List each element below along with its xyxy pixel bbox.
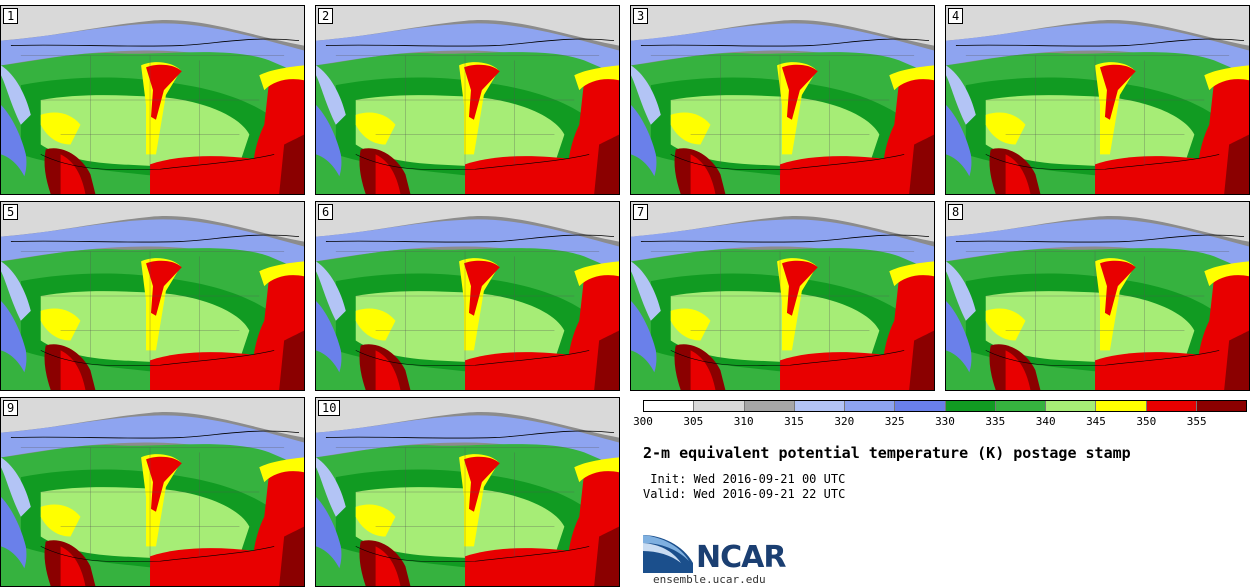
colorbar-tick-label: 335 <box>985 415 1006 428</box>
ncar-logo-icon <box>643 535 693 573</box>
colorbar-tick-label: 300 <box>633 415 653 428</box>
map-panel: 4 <box>945 5 1250 195</box>
map-icon <box>631 6 934 194</box>
panel-number: 8 <box>948 204 964 220</box>
ncar-logo-text: NCAR <box>696 540 786 575</box>
map-panel: 5 <box>0 201 305 391</box>
map-icon <box>316 202 619 390</box>
colorbar-segment <box>1095 401 1146 411</box>
map-icon <box>1 398 304 586</box>
panel-number: 3 <box>633 8 649 24</box>
map-panel: 7 <box>630 201 935 391</box>
colorbar-tick-label: 340 <box>1035 415 1056 428</box>
map-panel: 3 <box>630 5 935 195</box>
map-icon <box>631 202 934 390</box>
map-icon <box>1 6 304 194</box>
colorbar-tick-label: 325 <box>884 415 905 428</box>
map-icon <box>946 6 1249 194</box>
panel-number: 1 <box>3 8 19 24</box>
map-panel: 8 <box>945 201 1250 391</box>
panel-number: 7 <box>633 204 649 220</box>
colorbar-tick-label: 350 <box>1136 415 1157 428</box>
colorbar-segment <box>743 401 794 411</box>
colorbar-tick-label: 345 <box>1086 415 1106 428</box>
site-url: ensemble.ucar.edu <box>653 573 766 586</box>
map-panel: 10 <box>315 397 620 587</box>
panel-number: 10 <box>318 400 341 416</box>
map-panel: 6 <box>315 201 620 391</box>
colorbar-tick-label: 330 <box>935 415 955 428</box>
map-icon <box>316 6 619 194</box>
colorbar-segment <box>894 401 945 411</box>
map-icon <box>946 202 1249 390</box>
colorbar-segment <box>644 401 694 411</box>
map-panel: 9 <box>0 397 305 587</box>
colorbar-segment <box>844 401 895 411</box>
valid-time: Valid: Wed 2016-09-21 22 UTC <box>643 487 846 501</box>
map-panel: 2 <box>315 5 620 195</box>
colorbar-tick-label: 355 <box>1186 415 1207 428</box>
colorbar-segment <box>693 401 744 411</box>
panel-number: 9 <box>3 400 19 416</box>
colorbar-segment <box>994 401 1045 411</box>
colorbar-segment <box>1045 401 1096 411</box>
colorbar-tick-label: 315 <box>784 415 804 428</box>
page-title: 2-m equivalent potential temperature (K)… <box>643 444 1131 462</box>
colorbar-segment <box>944 401 995 411</box>
colorbar-segment <box>1145 401 1196 411</box>
panel-number: 4 <box>948 8 964 24</box>
colorbar-segment <box>793 401 844 411</box>
map-icon <box>1 202 304 390</box>
panel-number: 5 <box>3 204 19 220</box>
panel-number: 6 <box>318 204 334 220</box>
init-time: Init: Wed 2016-09-21 00 UTC <box>643 472 846 486</box>
map-panel: 1 <box>0 5 305 195</box>
panel-number: 2 <box>318 8 334 24</box>
map-icon <box>316 398 619 586</box>
colorbar-tick-label: 310 <box>733 415 754 428</box>
colorbar-tick-label: 305 <box>683 415 704 428</box>
colorbar-segment <box>1195 401 1246 411</box>
colorbar <box>643 400 1247 412</box>
colorbar-tick-label: 320 <box>834 415 855 428</box>
